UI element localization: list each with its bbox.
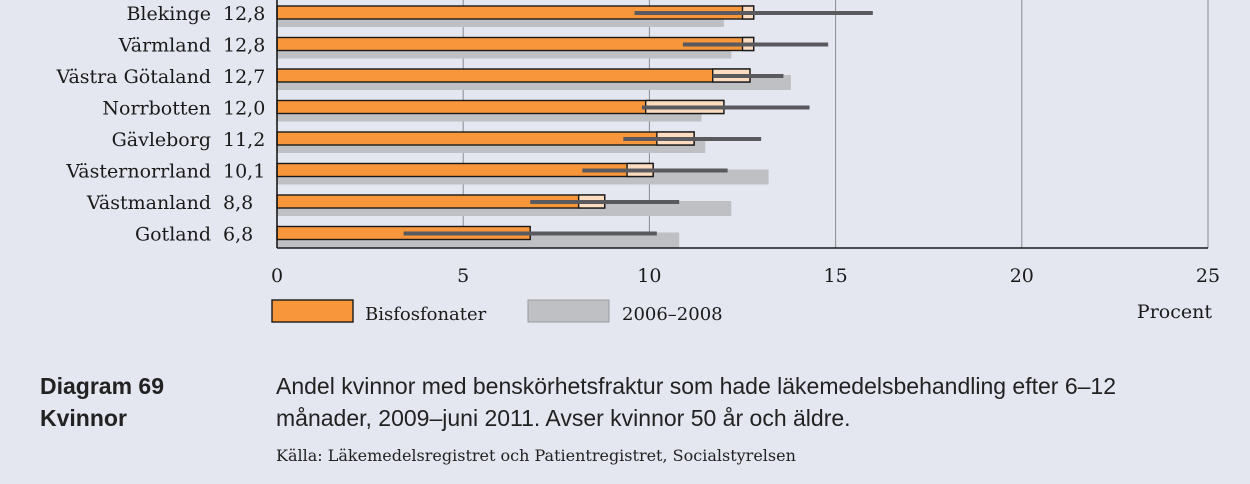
category-label: Västra Götaland [55, 66, 211, 88]
legend-swatch-2006-2008 [527, 299, 610, 323]
legend-label-2006-2008: 2006–2008 [622, 304, 723, 325]
value-label: 12,8 [223, 3, 265, 25]
category-label: Gotland [135, 224, 211, 246]
diagram-number: Diagram 69 [40, 373, 165, 399]
value-label: 11,2 [223, 129, 265, 151]
legend-label-bisfosfonater: Bisfosfonater [365, 304, 487, 325]
caption-source: Källa: Läkemedelsregistret och Patientre… [276, 446, 796, 465]
value-label: 12,7 [223, 66, 265, 88]
value-label: 8,8 [223, 192, 253, 214]
x-tick-label: 0 [271, 265, 283, 287]
category-label: Blekinge [126, 3, 211, 25]
x-tick-label: 10 [637, 265, 661, 287]
category-label: Västmanland [86, 192, 211, 214]
category-label: Norrbotten [102, 98, 211, 120]
x-tick-label: 20 [1010, 265, 1034, 287]
bar-chart: Blekinge 12,8 Värmland 12,8 Västra Götaland 1… [55, 0, 1220, 325]
category-label: Gävleborg [112, 129, 211, 151]
caption-label: Diagram 69 Kvinnor [40, 370, 164, 434]
bar-bisfosfonater [276, 68, 751, 83]
category-label: Värmland [118, 35, 211, 57]
x-tick-label: 15 [824, 265, 848, 287]
value-label: 12,0 [223, 98, 265, 120]
value-label: 12,8 [223, 35, 265, 57]
category-label: Västernorrland [65, 161, 211, 183]
x-tick-label: 25 [1196, 265, 1220, 287]
value-label: 10,1 [223, 161, 265, 183]
value-label: 6,8 [223, 224, 253, 246]
bar-bisfosfonater [276, 36, 755, 52]
x-axis-label: Procent [1137, 301, 1212, 323]
legend-swatch-bisfosfonater [271, 299, 354, 323]
caption-text: Andel kvinnor med benskörhetsfraktur som… [276, 373, 1117, 431]
diagram-subject: Kvinnor [40, 405, 127, 431]
x-tick-label: 5 [457, 265, 469, 287]
